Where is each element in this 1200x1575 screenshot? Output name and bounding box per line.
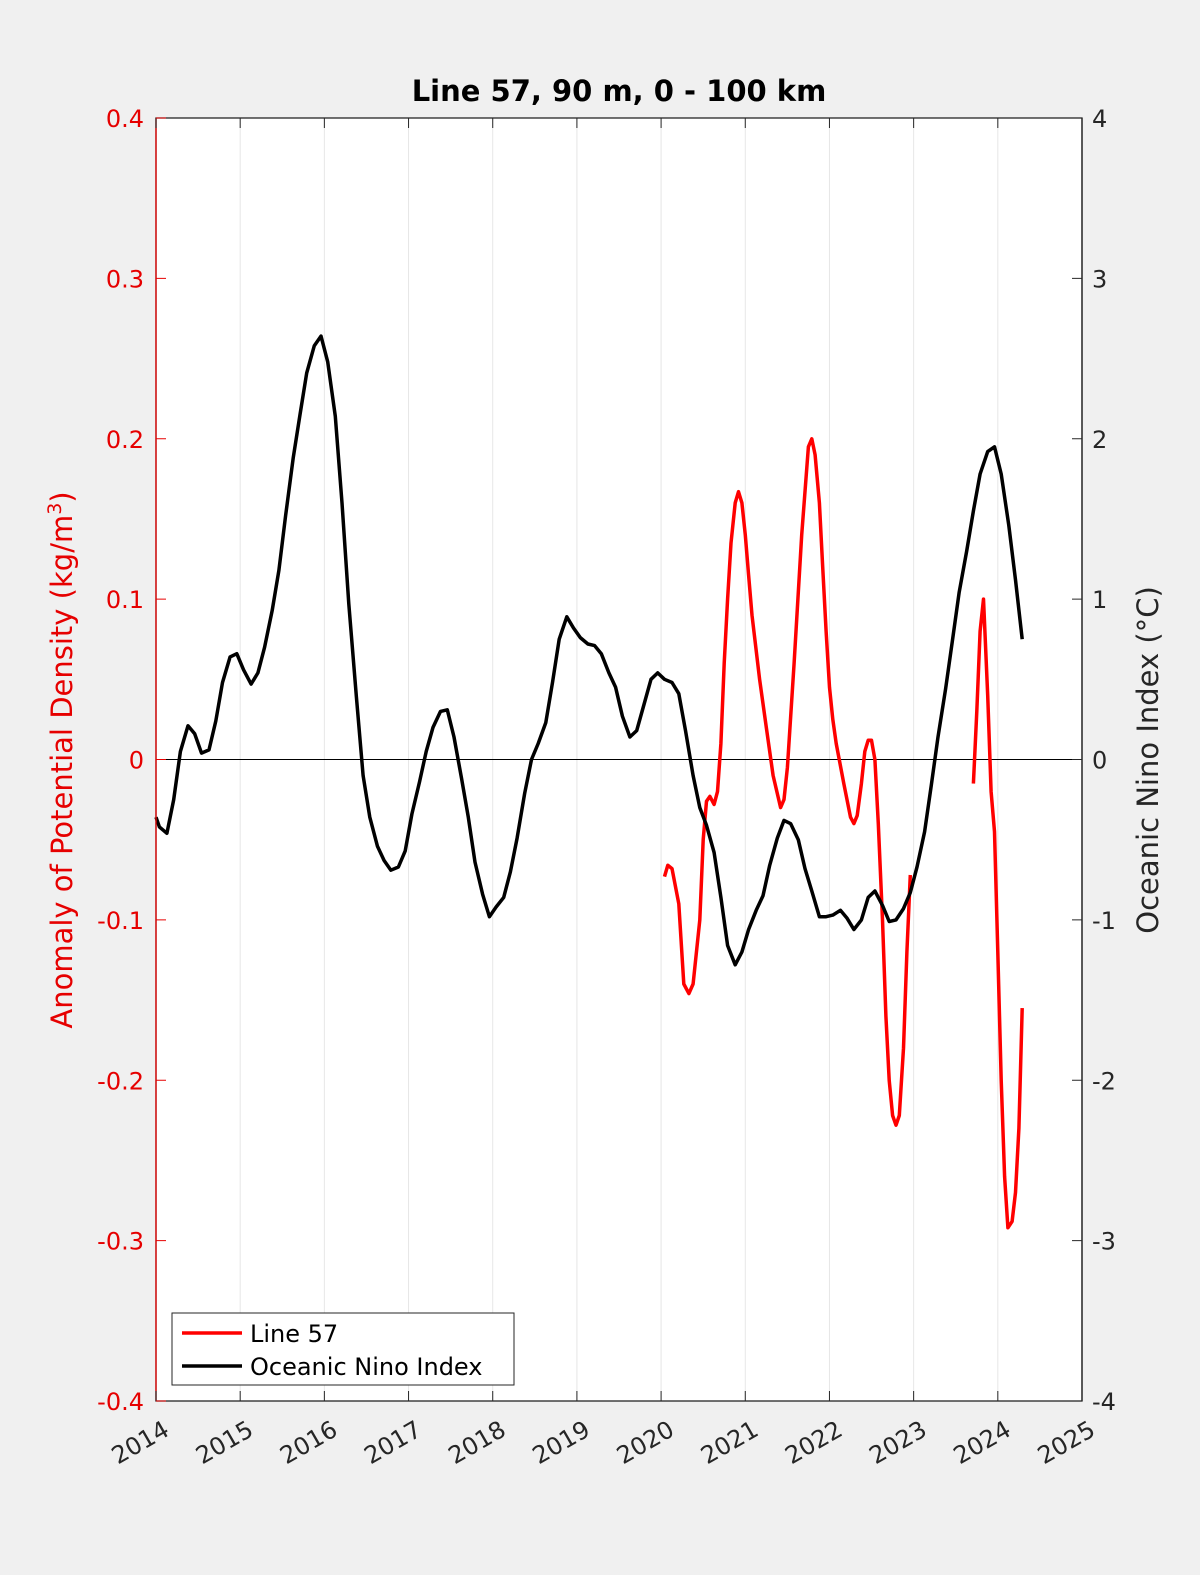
y-left-tick-label: -0.3 xyxy=(97,1228,144,1256)
legend-label-oni: Oceanic Nino Index xyxy=(250,1353,482,1381)
chart-title: Line 57, 90 m, 0 - 100 km xyxy=(412,74,827,108)
y-right-tick-label: 0 xyxy=(1092,747,1107,775)
y-left-tick-label: -0.2 xyxy=(97,1067,144,1095)
series-group xyxy=(154,334,1024,1230)
y-left-tick-label: 0.4 xyxy=(106,105,144,133)
series-line-oceanic-nino-index xyxy=(154,334,1024,967)
y-axis-left-label-main: Anomaly of Potential Density (kg/m xyxy=(45,515,79,1029)
series-line-line-57 xyxy=(971,597,1024,1230)
legend-label-line-57: Line 57 xyxy=(250,1320,338,1348)
y-left-tick-label: -0.1 xyxy=(97,907,144,935)
y-right-tick-label: -2 xyxy=(1092,1067,1116,1095)
y-right-tick-label: -1 xyxy=(1092,907,1116,935)
legend-box xyxy=(171,1312,515,1386)
y-left-tick-label: 0 xyxy=(129,747,144,775)
y-axis-left-label: Anomaly of Potential Density (kg/m3) xyxy=(44,491,79,1028)
y-left-tick-label: 0.1 xyxy=(106,586,144,614)
series-line-line-57 xyxy=(662,437,913,1127)
y-left-tick-label: 0.3 xyxy=(106,265,144,293)
y-left-tick-label: -0.4 xyxy=(97,1388,144,1416)
y-left-tick-label: 0.2 xyxy=(106,426,144,454)
y-right-tick-label: 4 xyxy=(1092,105,1107,133)
y-right-tick-label: 3 xyxy=(1092,265,1107,293)
y-right-tick-label: -3 xyxy=(1092,1228,1116,1256)
y-axis-right-label: Oceanic Nino Index (°C) xyxy=(1131,586,1165,934)
y-right-tick-label: -4 xyxy=(1092,1388,1116,1416)
y-axis-left-label-sup: 3 xyxy=(44,503,66,515)
legend: Line 57 Oceanic Nino Index xyxy=(171,1312,515,1386)
y-axis-left-label-close: ) xyxy=(45,491,79,502)
y-right-tick-label: 2 xyxy=(1092,426,1107,454)
y-right-tick-label: 1 xyxy=(1092,586,1107,614)
